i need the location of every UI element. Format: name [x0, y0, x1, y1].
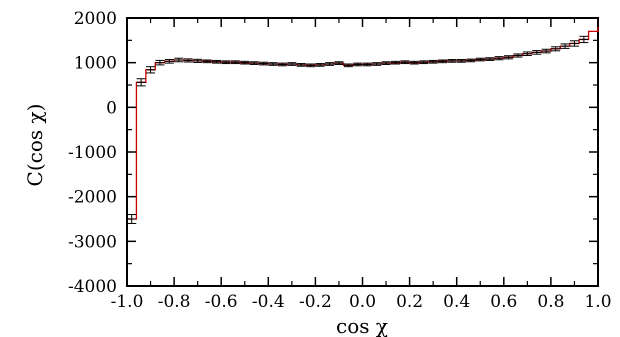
data-point [466, 58, 476, 63]
y-tick-label: -1000 [68, 143, 117, 163]
y-tick-label: -3000 [68, 232, 117, 252]
x-tick-label: 0.0 [349, 292, 376, 312]
data-point [522, 51, 532, 57]
data-point [485, 57, 495, 61]
x-tick-label: -0.8 [158, 292, 191, 312]
data-point [174, 57, 184, 63]
data-point [428, 59, 438, 64]
data-point [325, 62, 335, 66]
y-tick-label: 2000 [74, 9, 117, 29]
data-point [504, 55, 514, 60]
data-point [419, 60, 429, 65]
data-point [164, 59, 174, 64]
x-tick-label: -0.4 [252, 292, 285, 312]
x-tick-label: -1.0 [111, 292, 144, 312]
data-point [136, 78, 146, 87]
data-point [277, 62, 287, 67]
y-tick-label: 0 [106, 98, 117, 118]
data-point [353, 62, 363, 67]
data-point [569, 40, 579, 47]
data-point [532, 50, 542, 55]
data-point [390, 60, 400, 65]
data-point [579, 35, 589, 44]
data-point [372, 62, 382, 66]
data-point [240, 60, 250, 65]
data-point [146, 66, 156, 74]
data-point [560, 43, 570, 49]
x-tick-label: 1.0 [584, 292, 611, 312]
x-tick-label: 0.6 [490, 292, 517, 312]
data-point [287, 62, 297, 66]
plot-frame [126, 17, 599, 287]
data-point [494, 56, 504, 61]
data-point [296, 63, 306, 67]
data-point [306, 63, 316, 68]
data-point [409, 60, 419, 65]
x-tick-label: -0.6 [205, 292, 238, 312]
data-point [447, 59, 457, 63]
data-point [155, 59, 165, 66]
data-point [230, 60, 240, 65]
data-point [475, 57, 485, 62]
data-point [183, 58, 193, 63]
data-point [513, 53, 523, 58]
data-point [334, 61, 344, 65]
y-tick-label: -2000 [68, 188, 117, 208]
x-tick-label: 0.2 [396, 292, 423, 312]
x-axis-label: cos χ [336, 314, 388, 337]
data-point [221, 60, 231, 65]
data-point [541, 48, 551, 54]
data-point [211, 59, 221, 64]
x-tick-label: 0.4 [443, 292, 470, 312]
data-point [551, 46, 561, 52]
y-tick-label: -4000 [68, 277, 117, 297]
data-point [193, 58, 203, 63]
data-point [400, 60, 410, 65]
data-point [315, 63, 325, 67]
data-point [456, 59, 466, 63]
data-point [259, 61, 269, 66]
ticks: -1.0 -0.8 -0.6 -0.4 -0.2 0.0 0.2 0.4 0.6 0.8 1.0 -4… [68, 9, 612, 312]
y-tick-label: 1000 [74, 54, 117, 74]
data-point [343, 63, 353, 68]
x-tick-label: -0.2 [299, 292, 332, 312]
data-point [381, 61, 391, 65]
y-axis-label: C(cos χ) [23, 104, 47, 187]
series-group [127, 18, 599, 224]
x-tick-label: 0.8 [537, 292, 564, 312]
data-point [249, 61, 259, 65]
step-line [127, 18, 599, 220]
plot-area [126, 17, 599, 287]
data-point [362, 62, 372, 67]
data-point [268, 62, 278, 66]
data-point [438, 59, 448, 64]
data-point [202, 59, 212, 64]
